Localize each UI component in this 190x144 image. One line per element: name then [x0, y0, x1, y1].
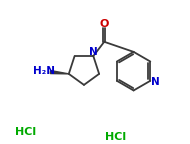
Text: H₂N: H₂N: [33, 66, 55, 76]
Text: HCl: HCl: [15, 127, 36, 137]
Polygon shape: [50, 71, 69, 74]
Text: N: N: [151, 77, 159, 87]
Text: N: N: [89, 47, 98, 57]
Text: HCl: HCl: [105, 132, 126, 142]
Text: O: O: [100, 19, 109, 29]
